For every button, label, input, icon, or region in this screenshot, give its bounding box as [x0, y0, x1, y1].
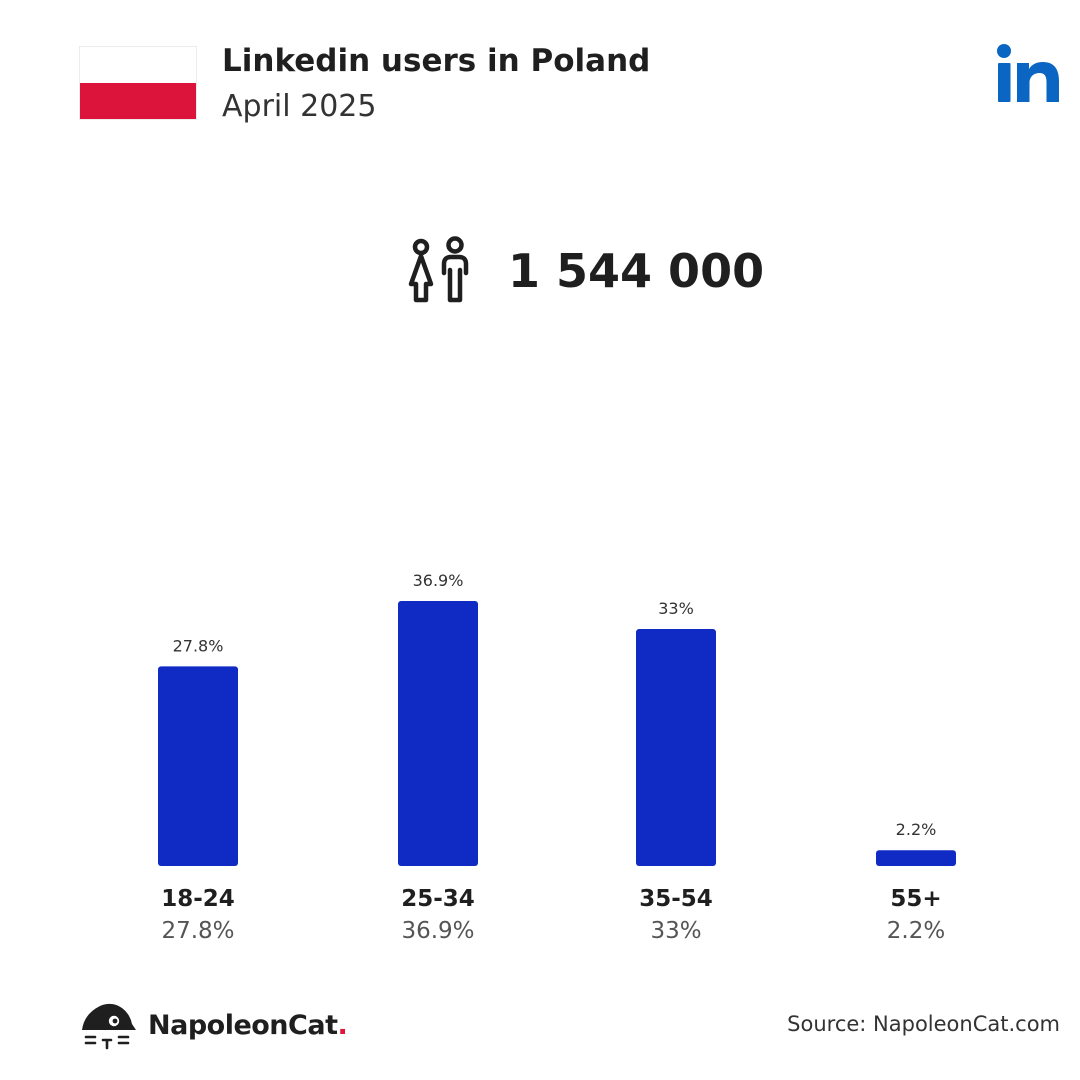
category-percent-label: 2.2%	[887, 918, 945, 944]
linkedin-icon	[997, 44, 1059, 102]
category-label: 25-34	[401, 886, 475, 912]
category-percent-label: 27.8%	[161, 918, 234, 944]
source-note: Source: NapoleonCat.com	[787, 1012, 1060, 1036]
category-label: 55+	[890, 886, 941, 912]
brand-name: NapoleonCat.	[148, 1009, 348, 1041]
brand-text: NapoleonCat	[148, 1009, 338, 1041]
page-subtitle: April 2025	[222, 89, 377, 124]
category-label: 18-24	[161, 886, 235, 912]
bar-value-label: 36.9%	[413, 571, 464, 590]
napoleoncat-logo: NapoleonCat.	[78, 1000, 348, 1050]
bar-value-label: 2.2%	[896, 820, 937, 839]
category-label: 35-54	[639, 886, 713, 912]
flag-white-stripe	[80, 47, 196, 83]
napoleoncat-icon	[82, 1003, 136, 1050]
poland-flag	[79, 46, 197, 120]
brand-dot: .	[337, 1009, 348, 1041]
users-icon	[408, 236, 469, 303]
bar-25-34	[398, 601, 478, 866]
bar-35-54	[636, 629, 716, 866]
total-users: 1 544 000	[404, 236, 764, 306]
page-title: Linkedin users in Poland	[222, 43, 651, 79]
total-users-value: 1 544 000	[508, 244, 765, 298]
category-percent-label: 33%	[650, 918, 701, 944]
bar-value-label: 33%	[658, 599, 694, 618]
age-bar-chart: 27.8% 18-24 27.8% 36.9% 25-34 36.9% 33% 35-54 33…	[158, 571, 956, 944]
bar-55+	[876, 850, 956, 866]
flag-red-stripe	[80, 83, 196, 119]
bar-value-label: 27.8%	[173, 636, 224, 655]
bar-18-24	[158, 666, 238, 866]
category-percent-label: 36.9%	[401, 918, 474, 944]
